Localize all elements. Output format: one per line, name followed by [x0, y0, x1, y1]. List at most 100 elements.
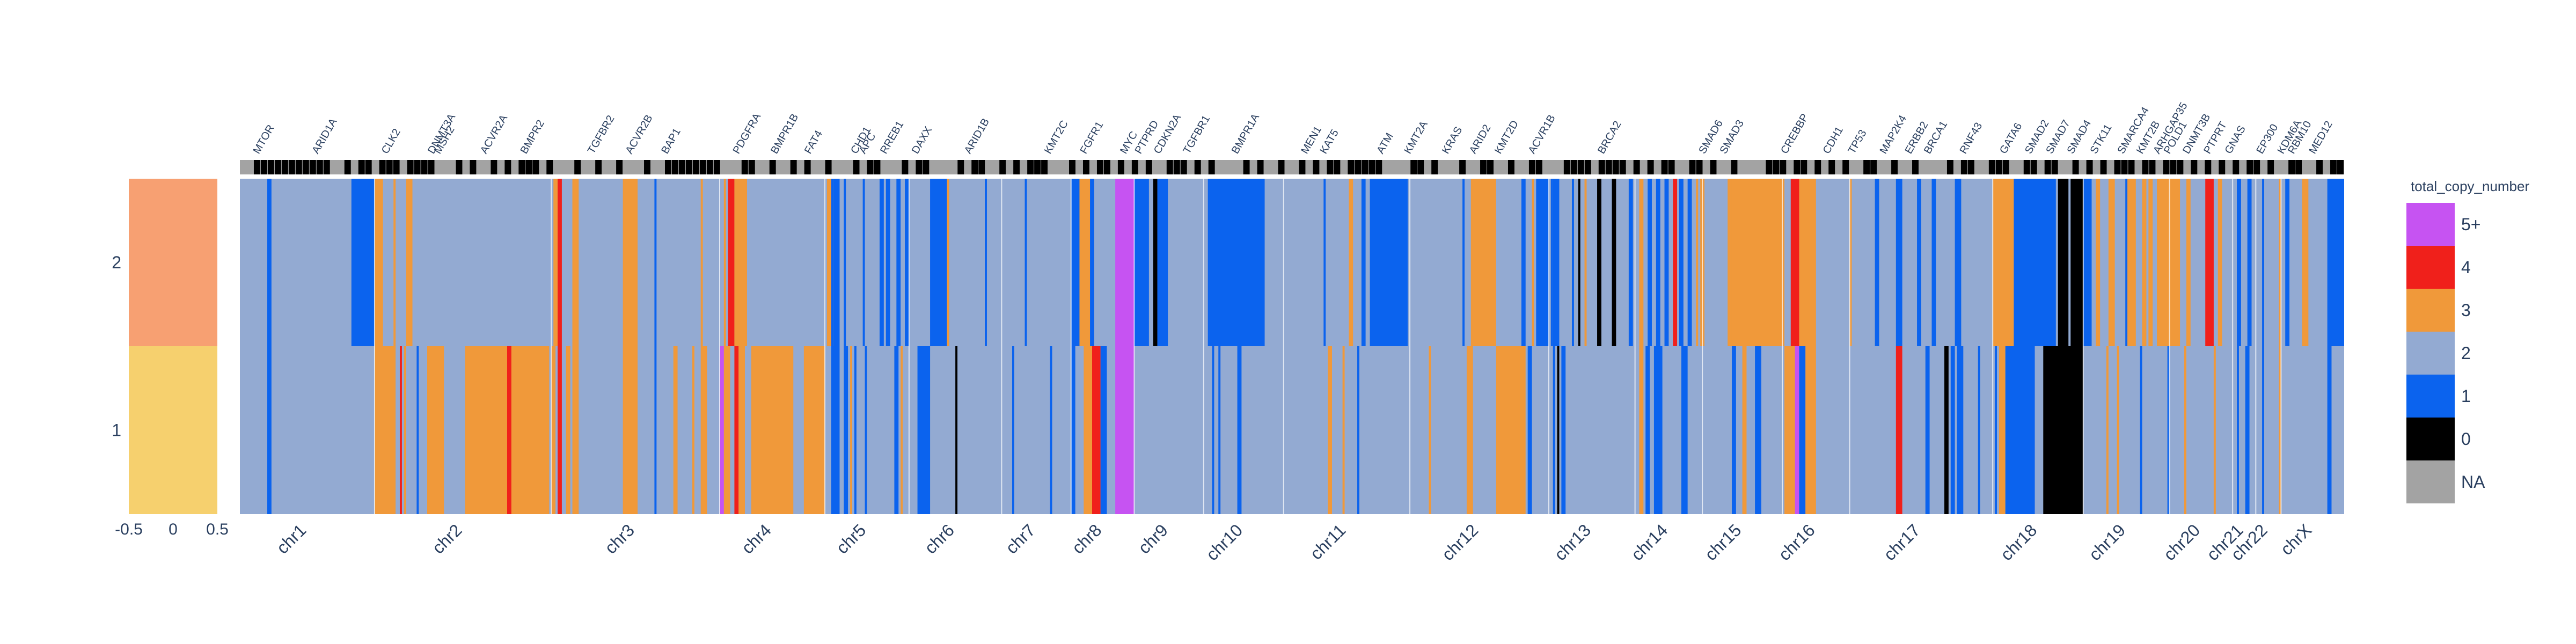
gene-track-mark	[1166, 160, 1173, 174]
heatmap-cell	[654, 179, 657, 346]
chromosome-separator	[2169, 179, 2170, 514]
heatmap-cell	[1079, 179, 1091, 346]
chromosome-separator	[1283, 179, 1284, 514]
gene-label: CLK2	[379, 127, 403, 156]
heatmap-cell	[406, 179, 413, 346]
legend-label: 3	[2461, 301, 2471, 320]
heatmap-cell	[1931, 179, 1936, 346]
gene-track-mark	[1069, 160, 1075, 174]
gene-track-mark	[1577, 160, 1584, 174]
chromosome-separator	[2280, 179, 2282, 514]
gene-label: GATA6	[1997, 121, 2024, 156]
heatmap-cell	[2279, 346, 2281, 514]
heatmap-cell	[404, 346, 406, 514]
gene-track-mark	[1034, 160, 1041, 174]
chromosome-labels: chr1 chr2 chr3 chr4 chr5 chr6 chr7 chr8 chr9 chr1…	[273, 520, 2315, 564]
heatmap-cell	[572, 179, 579, 346]
gene-track-bar	[240, 160, 2344, 174]
heatmap-cell	[730, 346, 735, 514]
sample-color-panel: 2 1 -0.5 0 0.5	[112, 179, 229, 538]
gene-track-mark	[2330, 160, 2337, 174]
heatmap-cell	[803, 346, 825, 514]
heatmap-cell	[1553, 346, 1555, 514]
heatmap-cell	[2245, 346, 2250, 514]
heatmap-cells	[240, 179, 2344, 514]
gene-track-mark	[678, 160, 685, 174]
gene-track-mark	[825, 160, 832, 174]
gene-track-mark	[916, 160, 923, 174]
legend-label: 2	[2461, 343, 2471, 363]
heatmap-cell	[351, 179, 375, 346]
gene-track-mark	[971, 160, 978, 174]
heatmap-cell	[2247, 179, 2252, 346]
gene-label: ACVR1B	[1526, 113, 1558, 156]
legend-swatch	[2406, 418, 2455, 460]
chromosome-label: chr11	[1306, 520, 1349, 563]
gene-track-mark	[1801, 160, 1807, 174]
heatmap-cell	[700, 179, 703, 346]
heatmap-cell	[1635, 179, 1637, 346]
gene-track-mark	[456, 160, 463, 174]
heatmap-cell	[2186, 179, 2191, 346]
gene-track-mark	[1661, 160, 1668, 174]
heatmap-cell	[1328, 346, 1332, 514]
heatmap-cell	[374, 179, 383, 346]
heatmap-cell	[1208, 179, 1210, 346]
heatmap-cell	[623, 346, 638, 514]
heatmap-cell	[850, 346, 853, 514]
gene-track-mark	[267, 160, 274, 174]
gene-track-mark	[1766, 160, 1773, 174]
chromosome-separator	[1070, 179, 1072, 514]
gene-track-mark	[867, 160, 874, 174]
gene-track-mark	[1535, 160, 1542, 174]
heatmap-cell	[267, 346, 272, 514]
legend-label: 1	[2461, 386, 2471, 406]
chromosome-label: chr13	[1550, 520, 1594, 564]
gene-track-mark	[1103, 160, 1110, 174]
gene-track-mark	[706, 160, 713, 174]
gene-track-mark	[365, 160, 372, 174]
gene-track-mark	[2128, 160, 2135, 174]
gene-label: BMPR1B	[769, 112, 801, 156]
chromosome-label: chr15	[1701, 520, 1745, 564]
gene-track-mark	[1417, 160, 1424, 174]
heatmap-cell	[2302, 179, 2309, 346]
gene-track-mark	[2337, 160, 2344, 174]
gene-track-mark	[2114, 160, 2121, 174]
gene-track-mark	[1633, 160, 1640, 174]
heatmap-cell	[1957, 346, 1964, 514]
heatmap-cell	[2327, 179, 2344, 346]
gene-track-mark	[595, 160, 602, 174]
gene-track-mark	[316, 160, 323, 174]
gene-label: STK11	[2088, 122, 2114, 156]
heatmap-cell	[833, 179, 840, 346]
heatmap-cell	[2327, 346, 2332, 514]
gene-track-mark	[1208, 160, 1215, 174]
chromosome-label: chr7	[1002, 520, 1039, 557]
gene-track-mark	[2142, 160, 2149, 174]
gene-track-mark	[1619, 160, 1626, 174]
gene-track-mark	[874, 160, 881, 174]
heatmap-cell	[917, 346, 931, 514]
chromosome-label: chr5	[832, 520, 869, 557]
gene-track-mark	[1041, 160, 1048, 174]
heatmap-cell	[2213, 346, 2216, 514]
gene-track-mark	[2023, 160, 2030, 174]
gene-track-mark	[1027, 160, 1034, 174]
heatmap-cell	[955, 346, 958, 514]
heatmap-cell	[844, 346, 848, 514]
gene-track-mark	[748, 160, 755, 174]
chromosome-label: chr6	[921, 520, 958, 557]
gene-label: BMPR1A	[1230, 112, 1262, 156]
heatmap-cell	[1466, 346, 1473, 514]
heatmap-cell	[1995, 346, 1997, 514]
gene-track-mark	[302, 160, 309, 174]
chromosome-separator	[824, 179, 826, 514]
heatmap-cell	[1978, 346, 1980, 514]
gene-track-mark	[1355, 160, 1362, 174]
gene-track-mark	[1563, 160, 1570, 174]
chromosome-label: chr14	[1627, 520, 1671, 564]
heatmap-cell	[1349, 179, 1353, 346]
gene-label: ACVR2A	[478, 113, 510, 156]
gene-label: TGFBR2	[586, 113, 617, 156]
